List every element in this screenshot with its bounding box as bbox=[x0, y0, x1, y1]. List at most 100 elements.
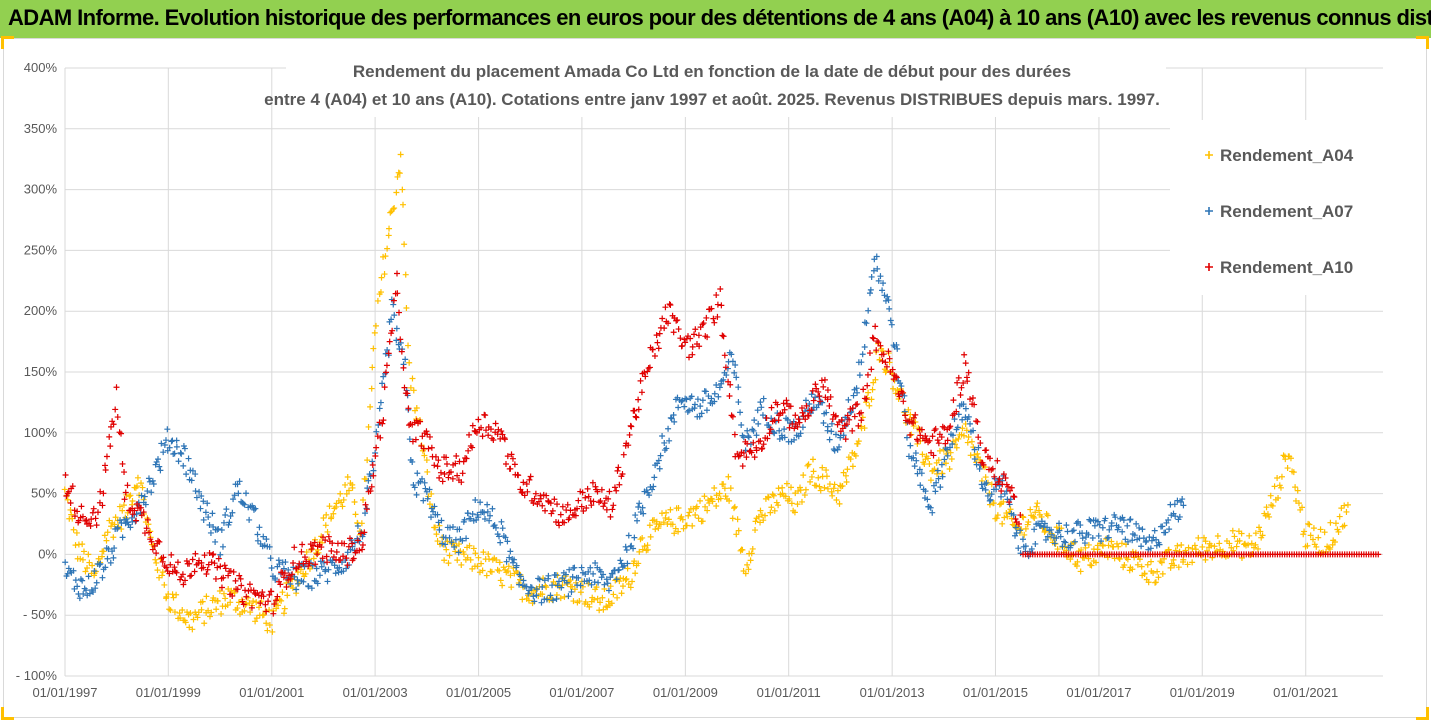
y-tick-label: 100% bbox=[24, 425, 58, 440]
data-point bbox=[173, 591, 180, 598]
data-point bbox=[797, 430, 804, 437]
data-point bbox=[402, 271, 409, 278]
data-point bbox=[1035, 507, 1042, 514]
y-tick-label: 150% bbox=[24, 364, 58, 379]
data-point bbox=[487, 426, 494, 433]
data-point bbox=[924, 496, 931, 503]
data-point bbox=[675, 404, 682, 411]
data-point bbox=[89, 509, 96, 516]
data-point bbox=[72, 577, 79, 584]
data-point bbox=[298, 548, 305, 555]
data-point bbox=[926, 460, 933, 467]
data-point bbox=[1150, 569, 1157, 576]
data-point bbox=[889, 366, 896, 373]
data-point bbox=[599, 594, 606, 601]
data-point bbox=[504, 538, 511, 545]
data-point bbox=[984, 492, 991, 499]
data-point bbox=[738, 421, 745, 428]
data-point bbox=[1019, 536, 1026, 543]
data-point bbox=[659, 315, 666, 322]
data-point bbox=[285, 576, 292, 583]
data-point bbox=[699, 397, 706, 404]
data-point bbox=[1172, 513, 1179, 520]
data-point bbox=[209, 510, 216, 517]
data-point bbox=[827, 393, 834, 400]
data-point bbox=[775, 417, 782, 424]
data-point bbox=[922, 488, 929, 495]
data-point bbox=[726, 393, 733, 400]
data-point bbox=[1145, 579, 1152, 586]
data-point bbox=[141, 493, 148, 500]
data-point bbox=[177, 576, 184, 583]
data-point bbox=[935, 440, 942, 447]
data-point bbox=[1325, 544, 1332, 551]
x-tick-label: 01/01/2015 bbox=[963, 685, 1028, 700]
data-point bbox=[539, 591, 546, 598]
data-point bbox=[781, 426, 788, 433]
data-point bbox=[635, 560, 642, 567]
data-point bbox=[469, 511, 476, 518]
data-point bbox=[473, 429, 480, 436]
data-point bbox=[1127, 516, 1134, 523]
data-point bbox=[472, 496, 479, 503]
data-point bbox=[694, 396, 701, 403]
data-point bbox=[751, 454, 758, 461]
data-point bbox=[902, 412, 909, 419]
data-point bbox=[1031, 526, 1038, 533]
data-point bbox=[715, 393, 722, 400]
data-point bbox=[725, 473, 732, 480]
data-point bbox=[400, 201, 407, 208]
data-point bbox=[333, 548, 340, 555]
data-point bbox=[719, 332, 726, 339]
data-point bbox=[820, 383, 827, 390]
data-point bbox=[153, 458, 160, 465]
data-point bbox=[138, 504, 145, 511]
data-point bbox=[1176, 513, 1183, 520]
data-point bbox=[501, 436, 508, 443]
data-point bbox=[670, 412, 677, 419]
data-point bbox=[158, 440, 165, 447]
data-point bbox=[639, 504, 646, 511]
data-point bbox=[619, 470, 626, 477]
data-point bbox=[757, 399, 764, 406]
data-point bbox=[757, 437, 764, 444]
data-point bbox=[616, 481, 623, 488]
x-tick-label: 01/01/2017 bbox=[1066, 685, 1131, 700]
data-point bbox=[507, 465, 514, 472]
data-point bbox=[1282, 456, 1289, 463]
data-point bbox=[635, 406, 642, 413]
data-point bbox=[1041, 520, 1048, 527]
data-point bbox=[516, 581, 523, 588]
data-point bbox=[594, 595, 601, 602]
data-point bbox=[938, 434, 945, 441]
data-point bbox=[276, 561, 283, 568]
data-point bbox=[62, 559, 69, 566]
data-point bbox=[417, 418, 424, 425]
data-point bbox=[786, 495, 793, 502]
report-banner: ADAM Informe. Evolution historique des p… bbox=[0, 0, 1431, 38]
data-point bbox=[246, 581, 253, 588]
data-point bbox=[774, 401, 781, 408]
data-point bbox=[939, 473, 946, 480]
data-point bbox=[1299, 504, 1306, 511]
data-point bbox=[748, 550, 755, 557]
data-point bbox=[1252, 530, 1259, 537]
data-point bbox=[885, 348, 892, 355]
data-point bbox=[937, 484, 944, 491]
data-point bbox=[208, 609, 215, 616]
data-point bbox=[299, 541, 306, 548]
data-point bbox=[953, 444, 960, 451]
data-point bbox=[942, 460, 949, 467]
data-point bbox=[314, 551, 321, 558]
data-point bbox=[1290, 469, 1297, 476]
data-point bbox=[604, 580, 611, 587]
data-point bbox=[374, 297, 381, 304]
data-point bbox=[605, 495, 612, 502]
data-point bbox=[999, 520, 1006, 527]
data-point bbox=[280, 574, 287, 581]
data-point bbox=[1044, 533, 1051, 540]
data-point bbox=[710, 315, 717, 322]
data-point bbox=[1266, 513, 1273, 520]
data-point bbox=[414, 470, 421, 477]
data-point bbox=[483, 427, 490, 434]
